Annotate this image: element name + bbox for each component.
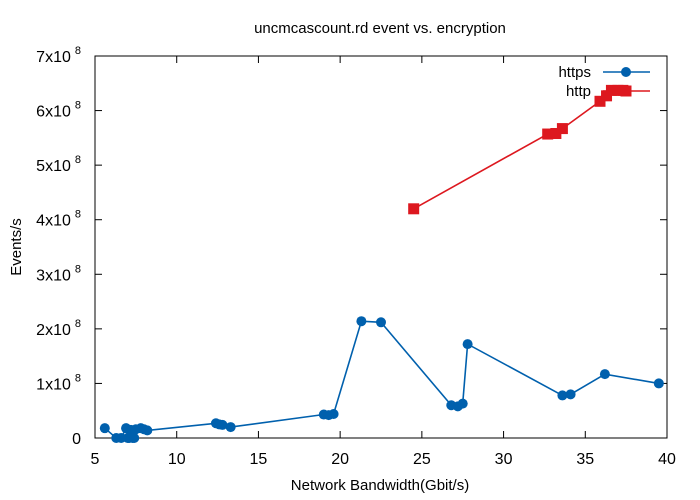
y-tick-mantissa: 7x10 bbox=[36, 49, 71, 66]
y-tick-label: 4x10 8 bbox=[36, 209, 81, 230]
legend-marker-http bbox=[620, 85, 632, 97]
x-tick-label: 20 bbox=[331, 451, 349, 468]
y-tick-exponent: 8 bbox=[75, 209, 81, 221]
y-tick-exponent: 8 bbox=[75, 318, 81, 330]
x-axis-label: Network Bandwidth(Gbit/s) bbox=[291, 477, 469, 494]
x-tick-label: 40 bbox=[658, 451, 676, 468]
y-tick-label: 7x10 8 bbox=[36, 45, 81, 66]
data-point-http bbox=[550, 127, 562, 139]
x-tick-label: 10 bbox=[168, 451, 186, 468]
chart-title: uncmcascount.rd event vs. encryption bbox=[254, 20, 506, 37]
x-tick-label: 25 bbox=[413, 451, 431, 468]
y-tick-label: 3x10 8 bbox=[36, 263, 81, 284]
data-point-https bbox=[457, 398, 468, 409]
data-point-https bbox=[599, 369, 610, 380]
series-line-http bbox=[413, 89, 623, 210]
data-point-https bbox=[217, 419, 228, 430]
x-tick-label: 35 bbox=[576, 451, 594, 468]
y-tick-mantissa: 1x10 bbox=[36, 376, 71, 393]
data-point-https bbox=[142, 425, 153, 436]
legend-label-http: http bbox=[566, 83, 591, 100]
data-point-https bbox=[653, 378, 664, 389]
series-line-https bbox=[104, 320, 659, 439]
data-point-https bbox=[376, 317, 386, 328]
data-point-https bbox=[565, 389, 576, 400]
data-point-https bbox=[129, 433, 140, 443]
data-point-https bbox=[225, 422, 236, 433]
y-tick-exponent: 8 bbox=[75, 154, 81, 166]
legend-marker-https bbox=[621, 67, 631, 77]
y-tick-exponent: 8 bbox=[75, 263, 81, 275]
data-point-http bbox=[542, 128, 554, 140]
data-point-https bbox=[356, 316, 367, 327]
plot-frame bbox=[94, 55, 668, 439]
series-http bbox=[408, 84, 629, 215]
legend-label-https: https bbox=[558, 64, 591, 81]
y-tick-mantissa: 6x10 bbox=[36, 104, 71, 121]
series-https bbox=[99, 316, 664, 443]
y-tick-label: 5x10 8 bbox=[36, 154, 81, 175]
y-tick-exponent: 8 bbox=[75, 45, 81, 57]
data-point-http bbox=[556, 123, 568, 135]
data-point-https bbox=[557, 390, 568, 401]
y-tick-mantissa: 5x10 bbox=[36, 158, 71, 175]
x-tick-label: 30 bbox=[495, 451, 513, 468]
y-tick-label: 2x10 8 bbox=[36, 318, 81, 339]
y-axis-label: Events/s bbox=[8, 218, 25, 276]
y-tick-label: 0 bbox=[72, 431, 81, 448]
y-tick-mantissa: 2x10 bbox=[36, 322, 71, 339]
series-layer bbox=[99, 84, 664, 443]
y-tick-exponent: 8 bbox=[75, 372, 81, 384]
y-tick-mantissa: 3x10 bbox=[36, 267, 71, 284]
data-point-http bbox=[594, 95, 606, 107]
data-point-https bbox=[99, 423, 110, 434]
x-tick-label: 15 bbox=[250, 451, 268, 468]
data-point-http bbox=[408, 203, 420, 215]
y-tick-exponent: 8 bbox=[75, 100, 81, 112]
legend: https http bbox=[558, 64, 650, 100]
data-point-https bbox=[462, 339, 473, 350]
y-tick-mantissa: 0 bbox=[72, 431, 81, 448]
y-tick-label: 6x10 8 bbox=[36, 100, 81, 121]
y-tick-mantissa: 4x10 bbox=[36, 213, 71, 230]
x-tick-label: 5 bbox=[91, 451, 100, 468]
data-point-https bbox=[328, 408, 339, 419]
y-tick-label: 1x10 8 bbox=[36, 372, 81, 393]
